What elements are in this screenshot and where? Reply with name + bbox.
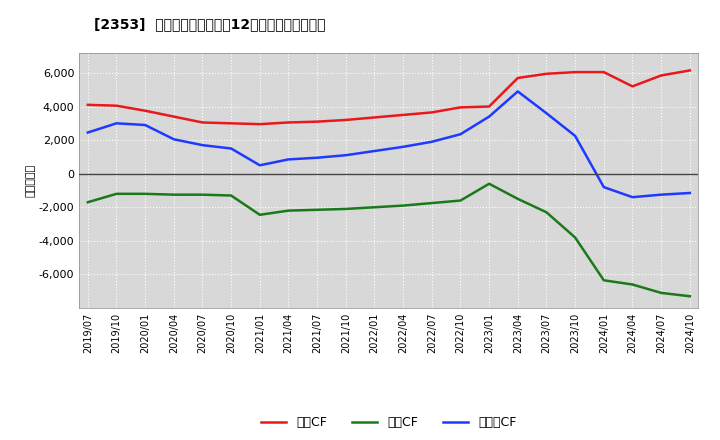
フリーCF <box>84 130 92 135</box>
投資CF <box>169 192 178 197</box>
投資CF <box>141 191 150 197</box>
営業CF <box>284 120 293 125</box>
投資CF <box>485 181 493 187</box>
営業CF <box>312 119 321 124</box>
営業CF <box>657 73 665 78</box>
フリーCF <box>370 148 379 154</box>
フリーCF <box>428 139 436 144</box>
投資CF <box>685 293 694 299</box>
Line: 投資CF: 投資CF <box>88 184 690 296</box>
営業CF <box>485 104 493 109</box>
投資CF <box>84 200 92 205</box>
投資CF <box>284 208 293 213</box>
営業CF <box>84 102 92 107</box>
Text: [2353]  キャッシュフローの12か月移動合計の推移: [2353] キャッシュフローの12か月移動合計の推移 <box>94 18 325 32</box>
Y-axis label: （百万円）: （百万円） <box>26 164 36 197</box>
投資CF <box>198 192 207 197</box>
投資CF <box>370 205 379 210</box>
営業CF <box>141 108 150 114</box>
投資CF <box>657 290 665 296</box>
フリーCF <box>485 114 493 119</box>
営業CF <box>685 68 694 73</box>
営業CF <box>169 114 178 119</box>
フリーCF <box>399 144 408 150</box>
営業CF <box>456 105 465 110</box>
フリーCF <box>169 137 178 142</box>
営業CF <box>628 84 636 89</box>
投資CF <box>456 198 465 203</box>
Line: フリーCF: フリーCF <box>88 92 690 197</box>
フリーCF <box>256 163 264 168</box>
営業CF <box>341 117 350 123</box>
フリーCF <box>685 191 694 196</box>
フリーCF <box>600 184 608 190</box>
Line: 営業CF: 営業CF <box>88 70 690 124</box>
フリーCF <box>112 121 121 126</box>
投資CF <box>399 203 408 208</box>
営業CF <box>256 121 264 127</box>
フリーCF <box>513 89 522 94</box>
投資CF <box>256 212 264 217</box>
投資CF <box>513 196 522 202</box>
営業CF <box>198 120 207 125</box>
投資CF <box>600 278 608 283</box>
投資CF <box>571 235 580 240</box>
フリーCF <box>312 155 321 160</box>
営業CF <box>428 110 436 115</box>
フリーCF <box>456 132 465 137</box>
投資CF <box>312 207 321 213</box>
投資CF <box>341 206 350 212</box>
フリーCF <box>542 110 551 116</box>
営業CF <box>513 75 522 81</box>
フリーCF <box>628 194 636 200</box>
投資CF <box>428 201 436 206</box>
営業CF <box>370 115 379 120</box>
フリーCF <box>657 192 665 197</box>
フリーCF <box>227 146 235 151</box>
フリーCF <box>571 133 580 139</box>
営業CF <box>571 70 580 75</box>
投資CF <box>112 191 121 197</box>
営業CF <box>600 70 608 75</box>
フリーCF <box>141 122 150 128</box>
営業CF <box>227 121 235 126</box>
営業CF <box>112 103 121 108</box>
Legend: 営業CF, 投資CF, フリーCF: 営業CF, 投資CF, フリーCF <box>256 411 521 434</box>
フリーCF <box>198 143 207 148</box>
営業CF <box>399 112 408 117</box>
投資CF <box>542 210 551 215</box>
フリーCF <box>284 157 293 162</box>
営業CF <box>542 71 551 77</box>
投資CF <box>628 282 636 287</box>
フリーCF <box>341 153 350 158</box>
投資CF <box>227 193 235 198</box>
